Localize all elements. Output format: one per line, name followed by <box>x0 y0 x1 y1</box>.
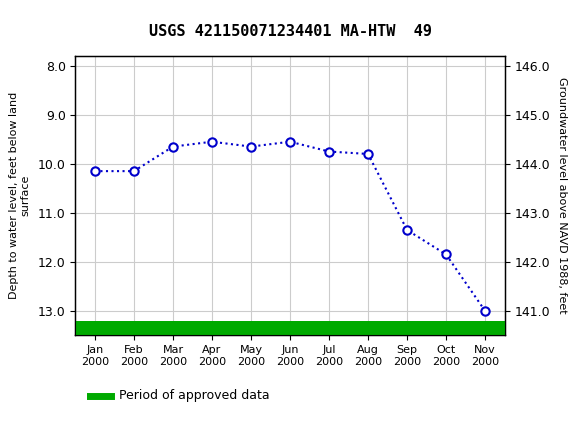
Y-axis label: Depth to water level, feet below land
surface: Depth to water level, feet below land su… <box>9 92 31 299</box>
Text: USGS 421150071234401 MA-HTW  49: USGS 421150071234401 MA-HTW 49 <box>148 24 432 39</box>
Y-axis label: Groundwater level above NAVD 1988, feet: Groundwater level above NAVD 1988, feet <box>557 77 567 314</box>
Bar <box>75 321 505 335</box>
Text: Period of approved data: Period of approved data <box>119 389 270 402</box>
Text: ≡USGS: ≡USGS <box>17 10 76 29</box>
